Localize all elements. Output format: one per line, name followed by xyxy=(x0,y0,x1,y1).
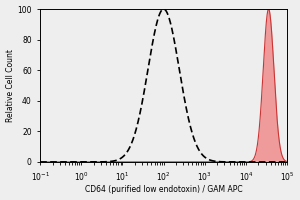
X-axis label: CD64 (purified low endotoxin) / GAM APC: CD64 (purified low endotoxin) / GAM APC xyxy=(85,185,242,194)
Y-axis label: Relative Cell Count: Relative Cell Count xyxy=(6,49,15,122)
